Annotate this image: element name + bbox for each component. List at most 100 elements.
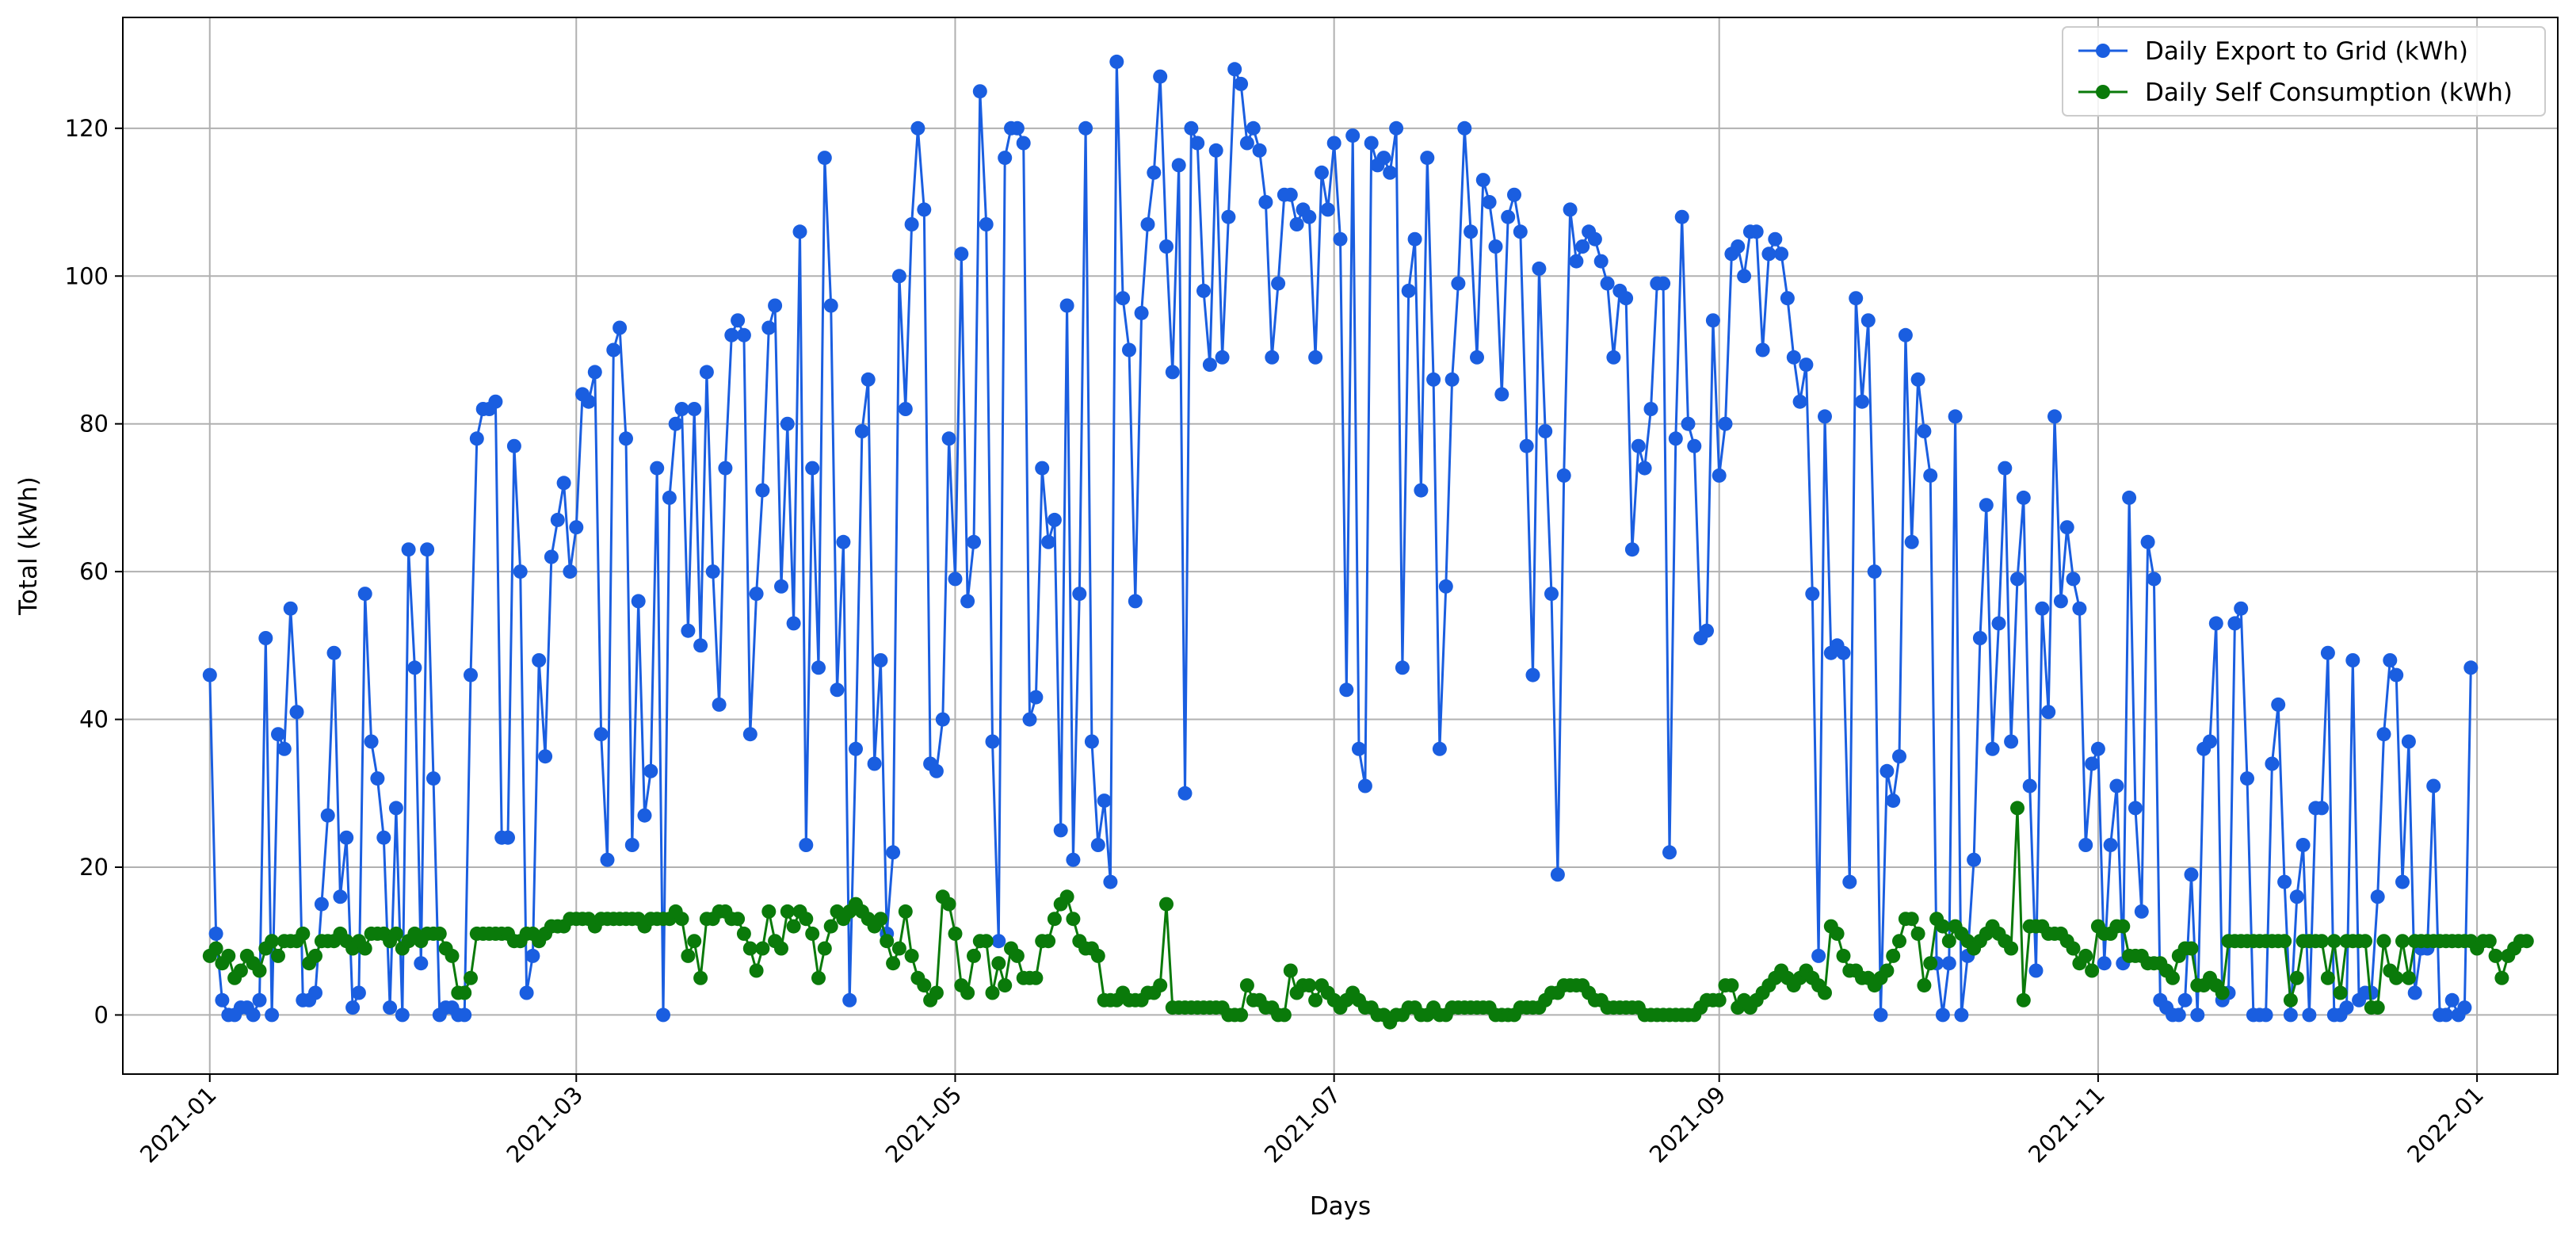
data-point-series-0 <box>1234 76 1249 91</box>
data-point-series-0 <box>1880 763 1895 778</box>
data-point-series-1 <box>1836 948 1851 963</box>
data-point-series-1 <box>929 985 944 1000</box>
data-point-series-0 <box>904 217 919 231</box>
data-point-series-0 <box>2097 956 2112 971</box>
data-point-series-0 <box>1525 667 1540 682</box>
data-point-series-0 <box>693 638 708 653</box>
data-point-series-1 <box>2215 985 2230 1000</box>
data-point-series-0 <box>1768 231 1783 247</box>
data-point-series-0 <box>1097 793 1112 809</box>
data-point-series-0 <box>351 985 366 1000</box>
data-point-series-1 <box>2004 941 2019 956</box>
data-point-series-0 <box>1326 136 1341 151</box>
data-point-series-0 <box>2203 734 2217 749</box>
data-point-series-0 <box>532 653 547 667</box>
data-point-series-0 <box>1315 165 1329 180</box>
data-point-series-1 <box>2078 948 2093 963</box>
data-point-series-0 <box>1215 350 1230 365</box>
data-point-series-0 <box>1289 217 1304 231</box>
data-point-series-0 <box>2128 801 2143 816</box>
data-point-series-0 <box>1457 120 1472 136</box>
data-point-series-1 <box>687 934 702 949</box>
data-point-series-1 <box>1283 963 1298 978</box>
data-point-series-0 <box>1818 409 1832 424</box>
data-point-series-0 <box>1208 143 1223 158</box>
data-point-series-0 <box>2383 653 2398 667</box>
data-point-series-1 <box>2289 970 2304 985</box>
data-point-series-1 <box>2494 970 2509 985</box>
data-point-series-0 <box>1910 372 1925 387</box>
data-point-series-1 <box>805 926 820 941</box>
legend-marker-self-consumption <box>2096 85 2110 99</box>
data-point-series-0 <box>643 763 658 778</box>
data-point-series-1 <box>731 912 746 927</box>
data-point-series-1 <box>2116 919 2131 934</box>
legend-entry-export: Daily Export to Grid (kWh) <box>2078 37 2468 66</box>
data-point-series-0 <box>376 830 391 845</box>
data-point-series-0 <box>420 542 435 557</box>
data-point-series-0 <box>587 365 602 380</box>
data-point-series-0 <box>687 402 702 416</box>
data-point-series-0 <box>1923 468 1938 483</box>
data-point-series-0 <box>1320 202 1335 217</box>
data-point-series-0 <box>1352 741 1366 756</box>
data-point-series-0 <box>1221 209 1236 224</box>
data-point-series-0 <box>724 327 739 342</box>
data-point-series-0 <box>2370 889 2385 904</box>
data-point-series-0 <box>935 712 950 727</box>
legend: Daily Export to Grid (kWh) Daily Self Co… <box>2062 26 2546 117</box>
data-point-series-0 <box>2016 490 2031 505</box>
data-point-series-1 <box>2166 970 2180 985</box>
data-point-series-0 <box>1265 350 1280 365</box>
y-axis-label: Total (kWh) <box>14 476 43 616</box>
data-point-series-0 <box>1544 587 1559 602</box>
data-point-series-1 <box>960 985 975 1000</box>
data-point-series-0 <box>817 151 832 166</box>
data-point-series-0 <box>774 579 788 594</box>
data-point-series-0 <box>314 897 329 912</box>
data-point-series-0 <box>1072 587 1087 602</box>
data-point-series-1 <box>904 948 919 963</box>
data-point-series-0 <box>388 801 403 816</box>
data-point-series-1 <box>1090 948 1105 963</box>
data-point-series-0 <box>569 520 584 535</box>
data-point-series-0 <box>1948 409 1963 424</box>
data-point-series-0 <box>891 269 906 284</box>
y-tick-label: 80 <box>79 411 109 438</box>
data-point-series-1 <box>2358 934 2372 949</box>
data-point-series-0 <box>1420 151 1435 166</box>
data-point-series-0 <box>1941 956 1956 971</box>
data-point-series-0 <box>849 741 863 756</box>
legend-label-export: Daily Export to Grid (kWh) <box>2145 37 2468 66</box>
data-point-series-0 <box>1624 542 1639 557</box>
data-point-series-0 <box>2109 778 2124 793</box>
data-point-series-0 <box>1619 291 1634 306</box>
data-point-series-0 <box>991 934 1006 949</box>
data-point-series-0 <box>1749 224 1764 239</box>
data-point-series-0 <box>370 771 385 786</box>
data-point-series-1 <box>998 978 1013 993</box>
data-point-series-1 <box>2184 941 2199 956</box>
data-point-series-0 <box>1302 209 1317 224</box>
data-point-series-0 <box>339 830 354 845</box>
data-point-series-1 <box>2016 992 2031 1008</box>
data-point-series-0 <box>1464 224 1479 239</box>
data-point-series-0 <box>2171 1008 2186 1023</box>
data-point-series-1 <box>308 948 322 963</box>
data-point-series-0 <box>1482 195 1497 209</box>
data-point-series-0 <box>1271 276 1286 291</box>
data-point-series-1 <box>873 912 888 927</box>
y-axis-ticks: 0 20 40 60 80 100 120 <box>65 115 123 1028</box>
data-point-series-0 <box>538 749 553 764</box>
data-point-series-0 <box>1917 424 1932 438</box>
data-point-series-1 <box>674 912 689 927</box>
data-point-series-1 <box>1724 978 1739 993</box>
data-point-series-0 <box>2438 1008 2453 1023</box>
data-point-series-0 <box>2085 756 2100 771</box>
data-point-series-0 <box>1705 313 1720 328</box>
data-point-series-0 <box>780 416 795 431</box>
data-point-series-0 <box>2240 771 2254 786</box>
data-point-series-0 <box>1811 948 1826 963</box>
data-point-series-0 <box>1432 741 1447 756</box>
data-point-series-0 <box>2022 778 2037 793</box>
